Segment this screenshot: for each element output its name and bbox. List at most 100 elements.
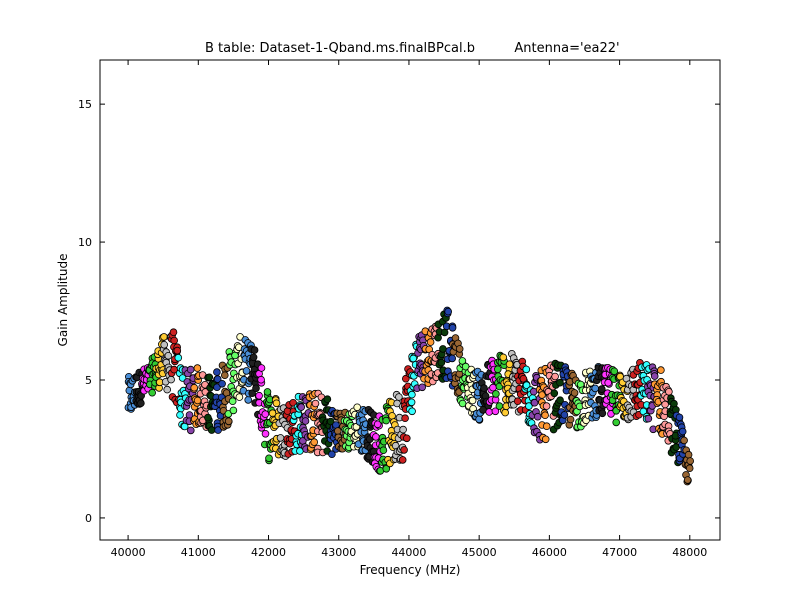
chart-title: B table: Dataset-1-Qband.ms.finalBPcal.b [205,41,475,56]
data-point [458,399,467,408]
data-point [255,391,263,400]
data-point [439,345,447,353]
data-point [190,383,199,392]
data-point [556,378,564,387]
data-point [570,389,579,397]
data-point [163,385,172,394]
x-tick-label: 40000 [111,546,146,559]
data-point [551,372,559,381]
data-point [533,412,542,421]
data-point [475,415,483,424]
y-tick-label: 5 [85,374,92,387]
data-point [686,457,694,465]
data-point [137,399,145,408]
data-point [311,399,320,408]
data-point [224,417,233,426]
x-tick-label: 45000 [462,546,497,559]
data-point [323,395,332,404]
y-axis: 0 5 10 15 [78,98,720,525]
data-point [257,364,266,372]
data-point [448,323,457,332]
data-point [372,433,380,441]
data-point [248,389,257,398]
data-point [444,307,453,316]
x-axis: 40000 41000 42000 43000 44000 45000 46000 47000… [111,60,707,559]
y-tick-label: 0 [85,512,92,525]
data-point [542,422,551,431]
data-point [398,456,407,464]
data-point [229,406,238,415]
data-point [218,379,226,388]
data-point [650,372,659,380]
data-point [680,436,688,445]
data-point [665,387,673,396]
data-point [235,393,244,401]
data-point [174,353,183,362]
data-point [213,375,222,383]
data-point [501,408,510,417]
data-point [382,464,391,473]
data-point [242,367,251,375]
x-tick-label: 47000 [602,546,637,559]
data-point [164,351,173,360]
data-point [263,388,272,396]
data-point [644,414,653,423]
data-point [257,375,265,384]
data-point [252,384,260,393]
chart-subtitle: Antenna='ea22' [514,41,619,56]
data-point [301,417,310,425]
x-tick-label: 41000 [181,546,216,559]
data-point [556,396,564,405]
y-axis-label: Gain Amplitude [56,254,70,347]
data-point [379,446,388,455]
data-point [437,358,446,367]
data-point [160,333,168,341]
data-point [402,434,411,443]
data-point [661,400,669,409]
data-point [597,385,606,393]
data-point [265,454,273,463]
data-point [541,435,550,444]
data-point [261,429,270,438]
data-point [530,398,539,407]
data-point [408,390,416,399]
data-point [505,360,514,369]
x-tick-label: 42000 [251,546,286,559]
data-point [401,414,409,423]
data-point [204,413,212,422]
data-point [610,367,619,376]
data-point [560,411,569,419]
y-tick-label: 15 [78,98,92,111]
data-point [228,397,237,406]
data-point [272,399,281,408]
data-point [513,397,522,406]
x-tick-label: 48000 [672,546,707,559]
data-point [657,366,665,374]
data-point [169,328,178,337]
data-point [401,374,410,383]
data-point [249,353,258,362]
data-point [193,396,202,405]
data-point [173,346,182,355]
data-point [297,403,306,411]
data-point [480,384,488,392]
data-point [167,375,175,384]
data-point [250,346,259,354]
data-point [221,371,229,380]
x-tick-label: 46000 [532,546,567,559]
data-point [148,388,157,397]
data-point [612,418,620,427]
x-tick-label: 43000 [321,546,356,559]
data-point [542,402,551,410]
data-point [409,354,418,363]
data-point [373,420,382,429]
data-point [491,407,500,416]
x-axis-label: Frequency (MHz) [360,563,461,577]
data-point [170,336,179,345]
data-point [522,381,531,390]
y-tick-label: 10 [78,236,92,249]
data-point [684,450,693,459]
data-point [485,408,494,416]
data-point [426,338,435,346]
